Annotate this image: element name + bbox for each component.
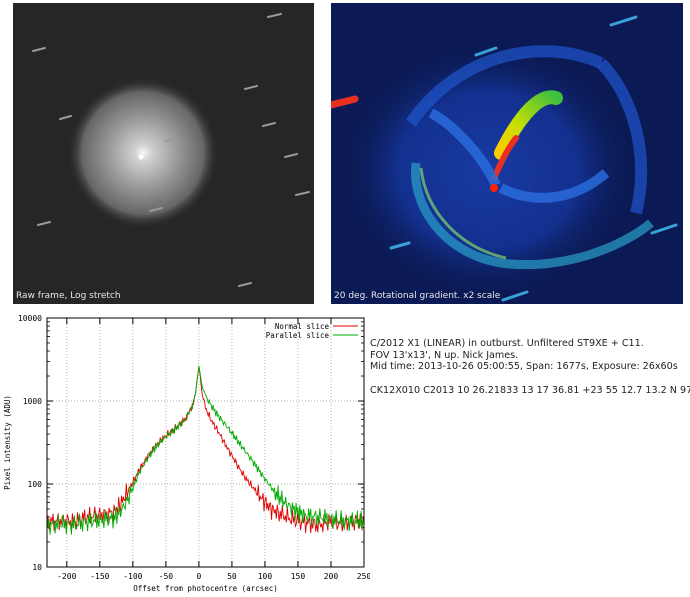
x-tick-label: -150 <box>90 572 109 581</box>
x-tick-label: 0 <box>196 572 201 581</box>
y-axis-label: Pixel intensity (ADU) <box>3 395 12 490</box>
x-tick-label: -100 <box>123 572 142 581</box>
info-line-object: C/2012 X1 (LINEAR) in outburst. Unfilter… <box>370 338 644 349</box>
x-tick-label: 50 <box>227 572 237 581</box>
intensity-profile-chart: -200 -150 -100 -50 0 50 100 150 200 250 10 100 1000 1… <box>0 310 370 597</box>
star-trails <box>32 13 310 287</box>
bright-star-trail <box>331 95 359 109</box>
rotational-gradient-caption: 20 deg. Rotational gradient. x2 scale <box>334 291 501 301</box>
profile-chart-svg: -200 -150 -100 -50 0 50 100 150 200 250 10 100 1000 1… <box>3 314 370 593</box>
info-line-fov: FOV 13'x13', N up. Nick James. <box>370 349 519 361</box>
y-tick-label: 1000 <box>23 397 42 406</box>
x-tick-label: 100 <box>258 572 273 581</box>
x-tick-label: 150 <box>291 572 306 581</box>
plot-frame <box>46 317 365 568</box>
info-line-time: Mid time: 2013-10-26 05:00:55, Span: 167… <box>370 361 678 373</box>
series-line-normal <box>46 366 365 534</box>
gradient-structure <box>406 45 654 270</box>
x-tick-label: 200 <box>324 572 339 581</box>
y-tick-label: 100 <box>28 480 43 489</box>
x-tick-label: -50 <box>159 572 174 581</box>
raw-frame-graphic <box>13 3 314 304</box>
observation-info: C/2012 X1 (LINEAR) in outburst. Unfilter… <box>370 338 690 396</box>
y-tick-label: 10000 <box>18 314 42 323</box>
x-axis-label: Offset from photocentre (arcsec) <box>133 584 278 593</box>
rotational-gradient-image: 20 deg. Rotational gradient. x2 scale <box>331 3 683 304</box>
y-tick-label: 10 <box>32 563 42 572</box>
series-line-parallel <box>46 365 365 535</box>
raw-frame-caption: Raw frame, Log stretch <box>16 291 121 301</box>
nucleus <box>138 154 144 160</box>
mpc-observation-line: CK12X010 C2013 10 26.21833 13 17 36.81 +… <box>370 384 690 396</box>
legend-label: Normal slice <box>275 322 330 331</box>
x-tick-label: -200 <box>57 572 76 581</box>
x-tick-label: 250 <box>357 572 370 581</box>
rotational-gradient-graphic <box>331 3 683 304</box>
legend-label: Parallel slice <box>266 331 330 340</box>
raw-frame-image: Raw frame, Log stretch <box>13 3 314 304</box>
gradient-star-trails <box>389 15 678 302</box>
coma <box>67 77 219 229</box>
